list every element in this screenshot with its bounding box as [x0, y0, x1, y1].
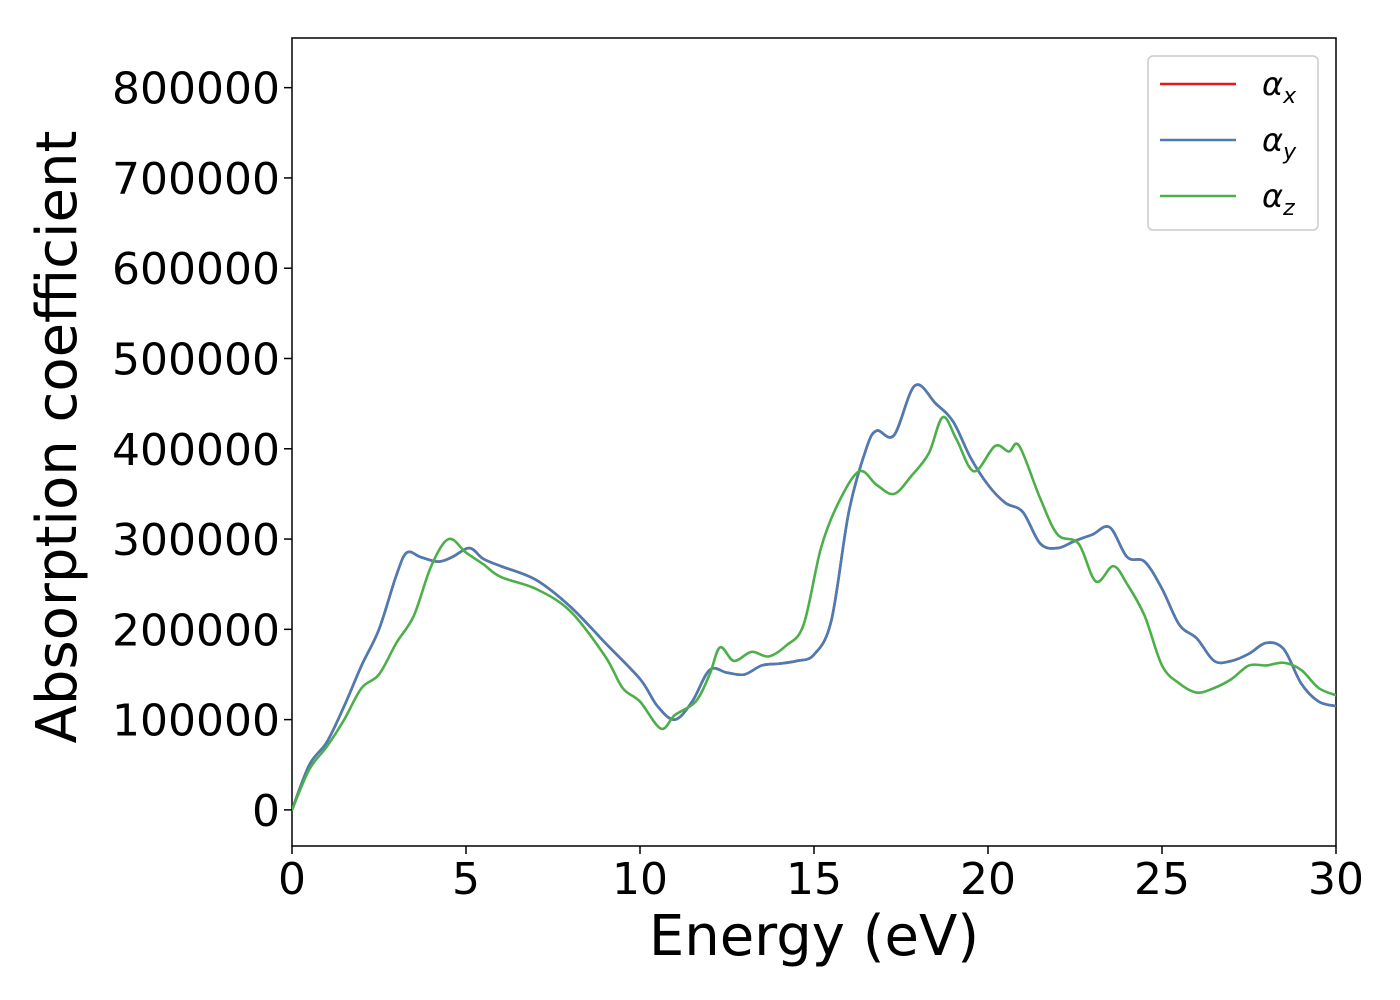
x-tick-label: 5	[452, 854, 480, 905]
x-axis-ticks: 0 5 10 15 20 25 30	[278, 846, 1364, 905]
series-layer	[292, 383, 1336, 812]
series-line-y	[292, 383, 1336, 812]
y-tick-label: 600000	[112, 244, 280, 295]
y-tick-label: 100000	[112, 696, 280, 747]
x-axis-title: Energy (eV)	[649, 904, 979, 969]
y-axis-title: Absorption coefficient	[25, 131, 90, 744]
y-tick-label: 800000	[112, 64, 280, 115]
x-tick-label: 15	[786, 854, 842, 905]
x-tick-label: 20	[960, 854, 1016, 905]
y-tick-label: 700000	[112, 154, 280, 205]
y-tick-label: 500000	[112, 334, 280, 385]
x-tick-label: 0	[278, 854, 306, 905]
y-tick-label: 0	[252, 786, 280, 837]
x-tick-label: 30	[1308, 854, 1364, 905]
legend-label-x: αx	[1262, 65, 1297, 109]
y-tick-label: 400000	[112, 425, 280, 476]
legend-label-y: αy	[1262, 121, 1297, 165]
x-tick-label: 10	[612, 854, 668, 905]
series-line-z	[292, 415, 1336, 812]
legend-box	[1147, 55, 1319, 231]
series-line-x	[292, 383, 1336, 812]
legend: αx αy αz	[1147, 55, 1319, 231]
x-tick-label: 25	[1134, 854, 1190, 905]
y-tick-label: 300000	[112, 515, 280, 566]
legend-label-z: αz	[1262, 177, 1295, 221]
y-tick-label: 200000	[112, 605, 280, 656]
y-axis-ticks: 0 100000 200000 300000 400000 500000 600000 700…	[112, 64, 292, 837]
